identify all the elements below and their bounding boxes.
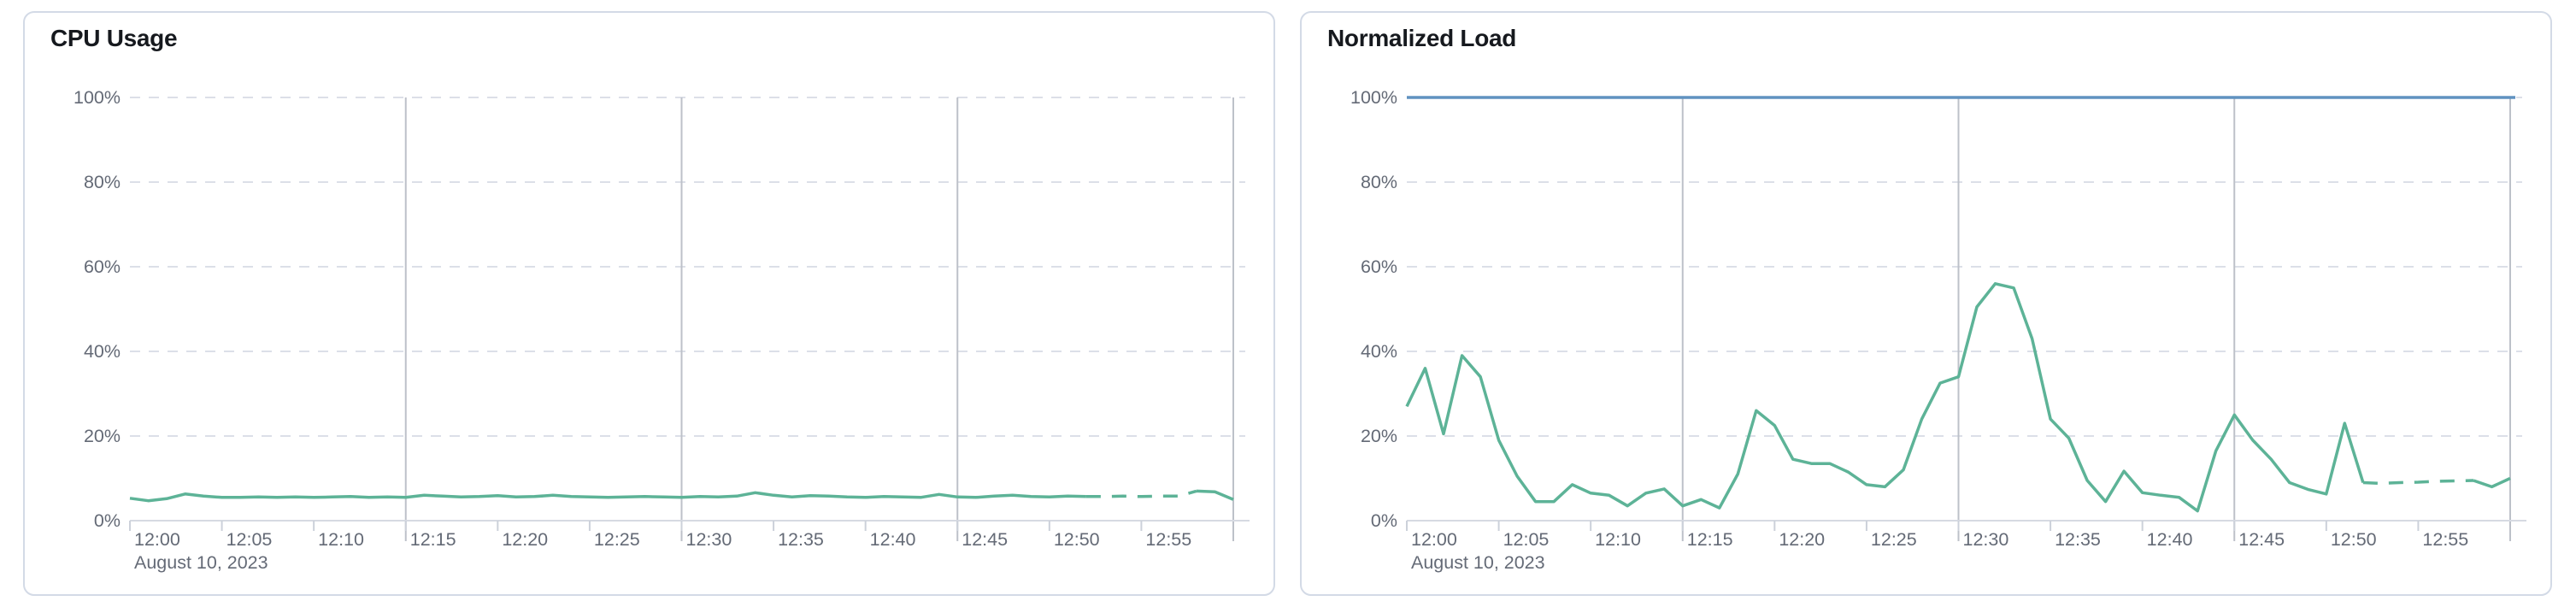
- y-axis-labels: 100% 80% 60% 40% 20% 0%: [1350, 87, 1397, 531]
- x-tick-label: 12:00: [134, 529, 180, 550]
- y-tick-label: 60%: [1361, 256, 1397, 277]
- cpu-usage-percent-line: [1196, 489, 1234, 501]
- series-lines: [129, 489, 1234, 503]
- normalized-load-panel: Normalized Load 12:00 12:05 12:10 12:15 12:2…: [1300, 11, 2552, 596]
- x-tick-label: 12:55: [2422, 529, 2468, 550]
- x-axis-date-label: August 10, 2023: [1411, 552, 1545, 573]
- vertical-gridlines: [1681, 97, 2511, 541]
- cpu-usage-percent-line-dashed: [1085, 489, 1197, 498]
- x-axis-labels: 12:00 12:05 12:10 12:15 12:20 12:25 12:30 12:35…: [1411, 529, 2468, 573]
- vertical-gridlines: [404, 97, 1234, 541]
- x-tick-label: 12:45: [962, 529, 1008, 550]
- x-tick-label: 12:55: [1145, 529, 1191, 550]
- x-tick-label: 12:20: [1779, 529, 1825, 550]
- x-tick-label: 12:20: [502, 529, 548, 550]
- x-tick-label: 12:15: [410, 529, 456, 550]
- x-axis-ticks: [129, 521, 1143, 531]
- normalized-load-percent-line: [2473, 476, 2511, 489]
- x-tick-label: 12:35: [778, 529, 824, 550]
- y-tick-label: 100%: [1350, 87, 1397, 108]
- x-tick-label: 12:45: [2238, 529, 2285, 550]
- y-axis-labels: 100% 80% 60% 40% 20% 0%: [74, 87, 121, 531]
- y-tick-label: 80%: [1361, 172, 1397, 192]
- x-tick-label: 12:10: [1595, 529, 1641, 550]
- horizontal-gridlines: [130, 97, 1245, 437]
- x-tick-label: 12:05: [226, 529, 273, 550]
- y-tick-label: 60%: [84, 256, 121, 277]
- x-tick-label: 12:25: [594, 529, 640, 550]
- normalized-load-title: Normalized Load: [1327, 25, 1517, 51]
- x-tick-label: 12:50: [2331, 529, 2377, 550]
- normalized-load-chart[interactable]: 12:00 12:05 12:10 12:15 12:20 12:25 12:30 12:35…: [1302, 13, 2554, 598]
- x-axis-ticks: [1406, 521, 2420, 531]
- x-tick-label: 12:10: [318, 529, 364, 550]
- x-tick-label: 12:30: [686, 529, 732, 550]
- y-tick-label: 40%: [84, 341, 121, 362]
- y-tick-label: 80%: [84, 172, 121, 192]
- y-tick-label: 0%: [94, 510, 121, 531]
- y-tick-label: 0%: [1371, 510, 1397, 531]
- x-tick-label: 12:35: [2055, 529, 2101, 550]
- y-tick-label: 20%: [1361, 426, 1397, 446]
- x-tick-label: 12:30: [1963, 529, 2009, 550]
- x-tick-label: 12:00: [1411, 529, 1457, 550]
- cpu-usage-panel: CPU Usage 12:00 12:05 12:10 12:15 12:20 12:25…: [23, 11, 1275, 596]
- normalized-load-percent-line: [1405, 282, 2365, 513]
- y-tick-label: 40%: [1361, 341, 1397, 362]
- x-tick-label: 12:25: [1871, 529, 1917, 550]
- horizontal-gridlines: [1407, 97, 2522, 437]
- y-tick-label: 100%: [74, 87, 121, 108]
- x-tick-label: 12:05: [1503, 529, 1550, 550]
- x-tick-label: 12:15: [1687, 529, 1733, 550]
- x-axis-labels: 12:00 12:05 12:10 12:15 12:20 12:25 12:30 12:35…: [134, 529, 1191, 573]
- series-lines: [1405, 96, 2515, 513]
- y-tick-label: 20%: [84, 426, 121, 446]
- x-axis-date-label: August 10, 2023: [134, 552, 268, 573]
- cpu-usage-percent-line: [129, 491, 1086, 503]
- x-tick-label: 12:40: [2147, 529, 2193, 550]
- normalized-load-percent-line-dashed: [2362, 479, 2474, 486]
- x-tick-label: 12:50: [1054, 529, 1100, 550]
- cpu-usage-chart[interactable]: 12:00 12:05 12:10 12:15 12:20 12:25 12:30 12:35…: [25, 13, 1277, 598]
- x-tick-label: 12:40: [870, 529, 916, 550]
- cpu-usage-title: CPU Usage: [50, 25, 178, 51]
